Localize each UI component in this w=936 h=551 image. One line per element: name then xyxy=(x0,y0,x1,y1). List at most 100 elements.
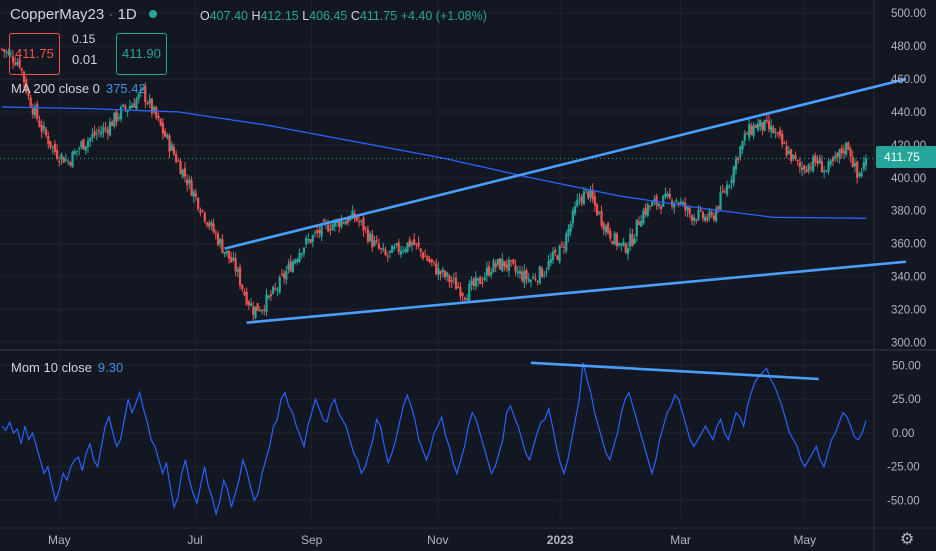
candle xyxy=(479,275,482,285)
candle xyxy=(549,252,552,267)
mom-legend[interactable]: Mom 10 close 9.30 xyxy=(11,360,123,375)
candle-body xyxy=(739,146,742,157)
symbol-title[interactable]: CopperMay23 · 1D xyxy=(10,6,163,23)
interval-label[interactable]: 1D xyxy=(117,6,137,23)
candle xyxy=(556,254,559,261)
candle-body xyxy=(483,277,486,281)
candle-body xyxy=(42,125,45,130)
candle-body xyxy=(692,217,696,221)
candle-body xyxy=(712,215,716,220)
candle-body xyxy=(501,259,504,272)
candle-body xyxy=(494,263,497,267)
candle-body xyxy=(71,151,74,168)
candle xyxy=(820,155,824,173)
candle xyxy=(723,187,727,194)
candle xyxy=(459,282,462,301)
gear-icon[interactable]: ⚙ xyxy=(900,531,915,548)
candle-body xyxy=(778,130,782,136)
candle xyxy=(221,234,224,254)
mom-legend-value: 9.30 xyxy=(97,360,124,375)
candle-body xyxy=(704,216,707,221)
candle xyxy=(607,221,610,235)
candle-body xyxy=(406,242,409,252)
candle xyxy=(734,155,738,175)
candle-body xyxy=(232,257,235,261)
candle-body xyxy=(300,253,303,256)
candle xyxy=(721,184,724,194)
candle-body xyxy=(322,220,325,222)
candle xyxy=(117,113,120,122)
candle-body xyxy=(135,99,138,110)
candle xyxy=(845,141,848,158)
candle xyxy=(432,261,436,266)
candle xyxy=(858,171,861,179)
candle xyxy=(849,146,852,164)
candle xyxy=(576,193,579,208)
candle-body xyxy=(745,133,749,135)
candle xyxy=(781,129,784,148)
candle-body xyxy=(532,276,535,279)
candle xyxy=(805,165,808,173)
candle xyxy=(205,221,209,228)
candle-body xyxy=(278,277,281,293)
candle-body xyxy=(36,103,39,119)
candle xyxy=(631,228,634,247)
candle-body xyxy=(814,154,817,163)
candle xyxy=(56,144,59,161)
candle xyxy=(296,257,299,266)
candle-body xyxy=(210,221,213,226)
candle-body xyxy=(410,242,414,245)
candle xyxy=(130,102,134,109)
price-tick-label: 400.00 xyxy=(891,173,926,185)
market-status-dot-icon xyxy=(148,10,157,18)
candle-body xyxy=(534,278,537,280)
sell-button[interactable]: 411.75 xyxy=(9,33,60,75)
candle xyxy=(613,230,616,246)
candle xyxy=(49,141,52,150)
candle xyxy=(823,166,826,178)
candle-body xyxy=(750,125,753,135)
candle-body xyxy=(437,268,440,275)
candle xyxy=(329,223,332,236)
candle xyxy=(260,309,264,315)
ma-legend[interactable]: MA 200 close 0 375.42 xyxy=(11,81,146,96)
candle xyxy=(283,269,286,284)
candle-body xyxy=(450,280,453,282)
candle-body xyxy=(448,275,451,283)
candle xyxy=(587,190,590,201)
candle-body xyxy=(600,211,603,226)
candle-body xyxy=(651,201,654,207)
candle xyxy=(148,93,151,109)
candle-body xyxy=(269,294,272,297)
candle-body xyxy=(783,142,786,144)
candle-body xyxy=(399,250,403,255)
candle xyxy=(82,138,85,150)
candle-body xyxy=(333,219,336,227)
candle xyxy=(543,271,546,279)
candle xyxy=(673,201,676,214)
candle xyxy=(40,119,43,139)
candle-body xyxy=(133,103,136,108)
candle-body xyxy=(496,259,500,265)
candle-body xyxy=(9,53,12,55)
candle-body xyxy=(609,230,612,239)
candle xyxy=(413,233,416,246)
candle xyxy=(212,218,215,234)
buy-button[interactable]: 411.90 xyxy=(116,33,167,75)
candle-body xyxy=(796,159,799,161)
candle-body xyxy=(274,288,277,290)
candle-body xyxy=(373,240,376,246)
candle-body xyxy=(119,107,123,120)
candle-body xyxy=(582,191,585,205)
candle-body xyxy=(631,234,634,246)
candle-body xyxy=(307,239,310,241)
candle-body xyxy=(688,207,691,215)
candle xyxy=(274,283,277,292)
candle-body xyxy=(152,107,156,113)
candle-body xyxy=(640,220,643,227)
candle xyxy=(84,146,87,155)
candle-body xyxy=(514,265,517,272)
candle-body xyxy=(697,210,700,220)
candle-body xyxy=(113,112,116,127)
